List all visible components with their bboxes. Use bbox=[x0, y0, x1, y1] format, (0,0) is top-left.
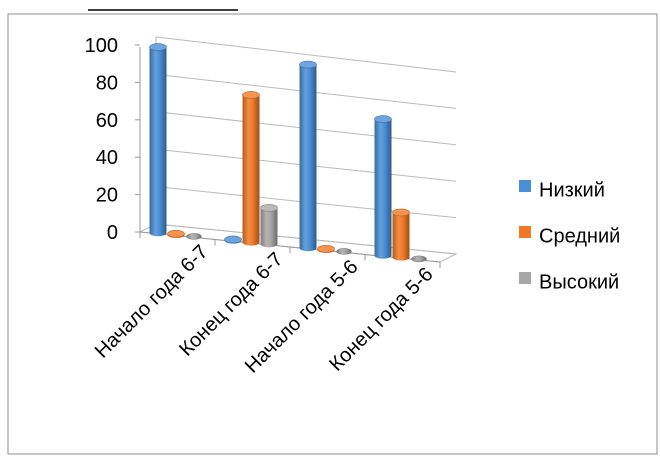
legend: Низкий Средний Высокий bbox=[519, 179, 620, 293]
legend-label: Средний bbox=[539, 225, 620, 247]
legend-swatch bbox=[519, 226, 531, 238]
bars bbox=[149, 43, 427, 263]
bar-top bbox=[167, 229, 185, 238]
bar-Низкий bbox=[299, 64, 317, 252]
y-tick-label: 100 bbox=[85, 35, 118, 57]
legend-swatch bbox=[519, 272, 531, 284]
bar-top bbox=[149, 43, 167, 51]
legend-label: Низкий bbox=[539, 179, 605, 201]
y-tick-label: 20 bbox=[96, 185, 118, 207]
bar-top bbox=[299, 60, 317, 69]
bar-top bbox=[242, 91, 260, 99]
gridline bbox=[155, 36, 457, 73]
y-tick-label: 80 bbox=[96, 72, 118, 94]
bar-top bbox=[224, 235, 242, 244]
y-tick-label: 0 bbox=[107, 222, 118, 244]
bar-Высокий bbox=[336, 248, 352, 255]
bar-Средний bbox=[242, 94, 260, 246]
bar-Высокий bbox=[186, 233, 202, 240]
bar-Средний bbox=[392, 212, 410, 261]
bar-top bbox=[392, 208, 410, 217]
y-tick-label: 40 bbox=[96, 147, 118, 169]
y-tick-label: 60 bbox=[96, 110, 118, 132]
legend-swatch bbox=[519, 180, 531, 192]
y-axis-ticks: 0 20 40 60 80 100 bbox=[85, 35, 140, 244]
bar-Высокий bbox=[411, 255, 427, 263]
chart-border bbox=[7, 13, 658, 455]
bar-top bbox=[260, 204, 278, 212]
legend-label: Высокий bbox=[539, 271, 619, 293]
bar-top bbox=[374, 115, 392, 123]
bar-top bbox=[317, 244, 335, 253]
bar-Высокий bbox=[260, 207, 278, 248]
bar-Низкий bbox=[149, 47, 167, 237]
bar-Низкий bbox=[374, 119, 392, 259]
